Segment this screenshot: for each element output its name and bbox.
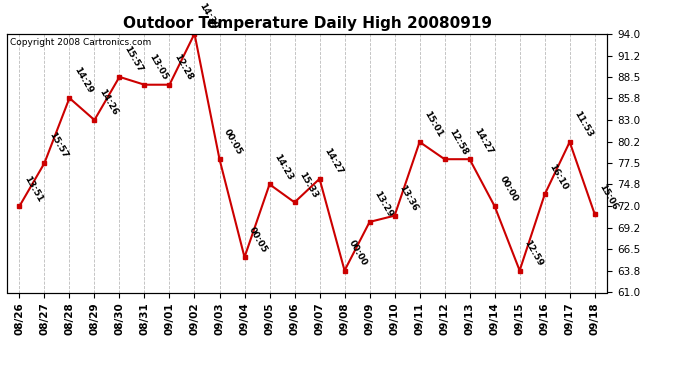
Text: Copyright 2008 Cartronics.com: Copyright 2008 Cartronics.com [10,38,151,46]
Text: 12:58: 12:58 [447,127,469,156]
Text: 00:00: 00:00 [497,175,520,204]
Text: 16:10: 16:10 [547,162,569,192]
Text: 14:39: 14:39 [197,2,219,31]
Text: 11:53: 11:53 [573,110,595,139]
Text: 15:06: 15:06 [598,182,620,212]
Text: 13:51: 13:51 [22,174,44,204]
Text: 14:27: 14:27 [322,147,344,176]
Text: 14:26: 14:26 [97,88,119,117]
Text: 00:00: 00:00 [347,239,369,268]
Text: 15:01: 15:01 [422,110,444,139]
Text: 13:05: 13:05 [147,53,169,82]
Text: 14:23: 14:23 [273,152,295,182]
Text: 13:36: 13:36 [397,184,420,213]
Text: 13:29: 13:29 [373,190,395,219]
Text: 12:59: 12:59 [522,238,544,268]
Text: 14:27: 14:27 [473,127,495,156]
Text: 15:57: 15:57 [47,131,70,160]
Text: 15:57: 15:57 [122,45,144,74]
Title: Outdoor Temperature Daily High 20080919: Outdoor Temperature Daily High 20080919 [123,16,491,31]
Text: 15:33: 15:33 [297,170,319,200]
Text: 14:29: 14:29 [72,66,95,95]
Text: 00:05: 00:05 [222,128,244,156]
Text: 00:05: 00:05 [247,225,269,255]
Text: 12:28: 12:28 [172,53,195,82]
